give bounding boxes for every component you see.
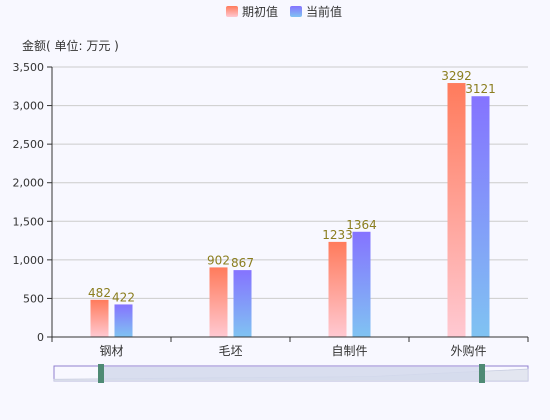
legend-label: 期初值: [242, 4, 278, 19]
y-gridlines: [52, 66, 528, 299]
y-tick-label: 2,500: [13, 138, 45, 151]
y-tick-label: 0: [37, 331, 44, 344]
legend-swatch: [290, 6, 302, 17]
data-zoom-handle-left[interactable]: [98, 364, 104, 383]
bars: [90, 83, 490, 337]
bar-1-0[interactable]: [114, 304, 133, 337]
bar-0-0[interactable]: [90, 299, 109, 337]
legend-item-0[interactable]: 期初值: [226, 4, 278, 19]
bar-1-1[interactable]: [233, 270, 252, 337]
y-axis-label: 金额( 单位: 万元 ): [22, 38, 119, 53]
x-tick-label: 外购件: [450, 343, 486, 358]
legend[interactable]: 期初值 当前值: [226, 4, 342, 19]
data-label: 867: [231, 256, 254, 270]
x-axis: 钢材 毛坯 自制件 外购件: [51, 336, 529, 358]
y-tick-label: 1,000: [13, 254, 45, 267]
bar-0-2[interactable]: [328, 241, 347, 337]
y-tick-label: 3,500: [13, 61, 45, 74]
data-label: 422: [112, 290, 135, 304]
data-label: 3292: [441, 69, 472, 83]
data-label: 482: [88, 286, 111, 300]
x-tick-label: 钢材: [99, 344, 123, 358]
bar-1-2[interactable]: [352, 231, 371, 337]
legend-swatch: [226, 6, 238, 17]
y-axis-ticks: 0 500 1,000 1,500 2,000 2,500 3,000 3,500: [13, 61, 53, 344]
x-tick-label: 毛坯: [218, 344, 242, 358]
data-zoom-window[interactable]: [101, 367, 482, 380]
legend-item-1[interactable]: 当前值: [290, 4, 342, 19]
data-label: 1233: [322, 228, 353, 242]
data-zoom-handle-right[interactable]: [479, 364, 485, 383]
y-tick-label: 3,000: [13, 100, 45, 113]
data-zoom-slider[interactable]: [53, 364, 529, 383]
legend-label: 当前值: [306, 4, 342, 19]
data-label: 3121: [465, 82, 496, 96]
y-tick-label: 2,000: [13, 177, 45, 190]
y-tick-label: 1,500: [13, 215, 45, 228]
data-label: 902: [207, 253, 230, 267]
bar-1-3[interactable]: [471, 96, 490, 337]
data-label: 1364: [346, 218, 377, 232]
bar-0-3[interactable]: [447, 83, 466, 337]
y-tick-label: 500: [23, 292, 44, 305]
x-tick-label: 自制件: [331, 344, 367, 358]
bar-0-1[interactable]: [209, 267, 228, 337]
